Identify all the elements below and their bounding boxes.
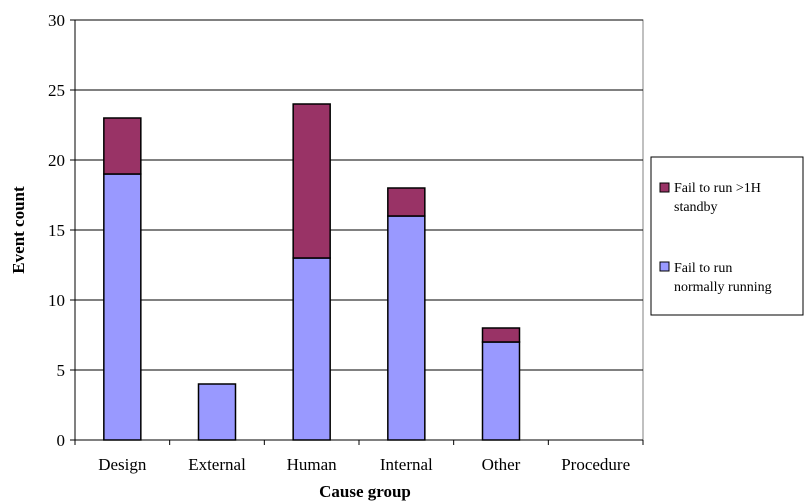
x-axis-title: Cause group [319, 482, 411, 501]
legend-label-standby-line2: standby [674, 200, 718, 215]
bars [103, 103, 521, 441]
x-tick-label-internal: Internal [380, 455, 433, 474]
bar-internal-series-1 [387, 187, 426, 217]
bar-other-series-0 [481, 341, 521, 441]
y-tick-label: 20 [48, 151, 65, 170]
x-tick-label-procedure: Procedure [561, 455, 630, 474]
legend-label-standby-line1: Fail to run >1H [674, 181, 761, 196]
bar-design-series-1 [103, 117, 142, 175]
x-tick-labels: Design External Human Internal Other Procedur… [98, 455, 630, 474]
legend-swatch-standby [659, 182, 670, 193]
x-tick-label-external: External [188, 455, 246, 474]
y-tick-label: 0 [57, 431, 66, 450]
y-tick-label: 15 [48, 221, 65, 240]
y-axis-title: Event count [9, 186, 28, 274]
legend-label-running-line2: normally running [674, 280, 772, 295]
legend-swatch-running [659, 261, 670, 272]
legend-label-running-line1: Fail to run [674, 261, 732, 276]
axes [70, 19, 644, 445]
bar-external-series-0 [197, 383, 237, 441]
y-tick-label: 5 [57, 361, 66, 380]
bar-human-series-0 [292, 257, 331, 441]
bar-human-series-1 [292, 103, 331, 259]
legend: Fail to run >1H standby Fail to run norm… [650, 156, 804, 316]
gridlines [74, 19, 644, 441]
legend-box [650, 156, 804, 316]
y-tick-label: 25 [48, 81, 65, 100]
bar-design-series-0 [103, 173, 142, 441]
y-tick-label: 30 [48, 11, 65, 30]
x-tick-label-human: Human [287, 455, 338, 474]
bar-internal-series-0 [387, 215, 426, 441]
y-tick-labels: 0 5 10 15 20 25 30 [48, 11, 65, 450]
bar-other-series-1 [481, 327, 521, 343]
x-tick-label-design: Design [98, 455, 147, 474]
x-tick-label-other: Other [482, 455, 521, 474]
y-tick-label: 10 [48, 291, 65, 310]
